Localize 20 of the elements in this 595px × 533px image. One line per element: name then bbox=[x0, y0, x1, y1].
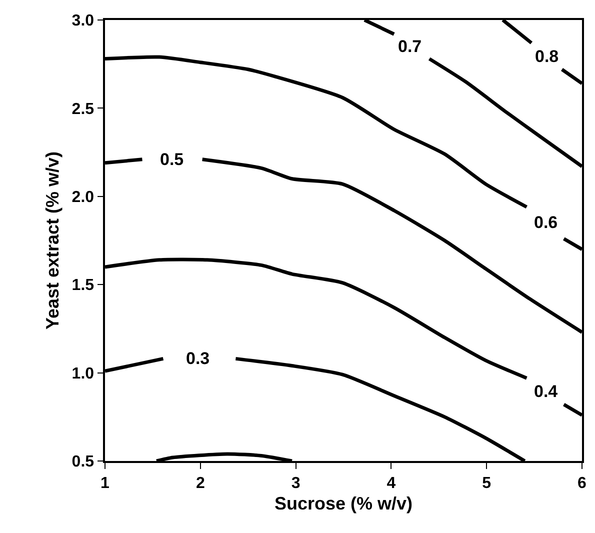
y-tick-label: 0.5 bbox=[72, 454, 94, 471]
y-axis-title: Yeast extract (% w/v) bbox=[42, 151, 62, 330]
x-tick-label: 3 bbox=[291, 474, 300, 492]
y-tick-label: 2.5 bbox=[72, 100, 94, 118]
x-tick-label: 6 bbox=[578, 474, 587, 492]
series-label: 0.7 bbox=[398, 37, 422, 56]
x-tick-label: 5 bbox=[482, 474, 492, 492]
series-label: 0.6 bbox=[534, 213, 558, 232]
x-axis-title: Sucrose (% w/v) bbox=[274, 494, 413, 514]
series-label: 0.5 bbox=[160, 150, 184, 169]
x-tick-label: 1 bbox=[100, 474, 110, 492]
series-label: 0.8 bbox=[535, 47, 559, 66]
x-tick-label: 4 bbox=[386, 474, 396, 492]
y-tick-label: 3.0 bbox=[72, 12, 94, 30]
y-tick-label: 1.5 bbox=[72, 277, 94, 294]
series-label: 0.3 bbox=[186, 349, 210, 368]
x-tick-label: 2 bbox=[196, 474, 205, 492]
y-tick-label: 2.0 bbox=[72, 189, 94, 206]
y-tick-label: 1.0 bbox=[72, 365, 94, 382]
series-label: 0.4 bbox=[534, 382, 558, 401]
